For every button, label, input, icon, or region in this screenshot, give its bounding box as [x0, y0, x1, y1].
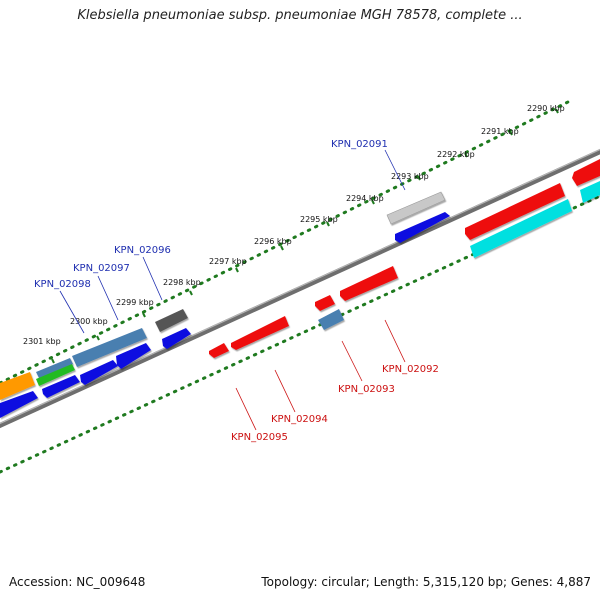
gene-label: KPN_02095: [231, 432, 288, 443]
feature-gene: [0, 372, 35, 400]
feature-gene: [318, 309, 344, 330]
tick-label: 2291 kbp: [481, 127, 519, 136]
feature-gene: [155, 309, 188, 332]
tick-label: 2297 kbp: [209, 257, 247, 266]
feature-gene: [231, 316, 289, 350]
page-title: Klebsiella pneumoniae subsp. pneumoniae …: [77, 8, 523, 23]
tick-label: 2292 kbp: [437, 150, 475, 159]
feature-gene: [340, 266, 398, 301]
major-tick: [464, 152, 468, 158]
major-tick: [235, 267, 239, 273]
feature-gene: [386, 191, 446, 225]
feature-gene: [470, 199, 572, 258]
gene-label: KPN_02094: [271, 414, 328, 425]
gene-label: KPN_02093: [338, 384, 395, 395]
genome-summary-text: Topology: circular; Length: 5,315,120 bp…: [261, 575, 591, 589]
major-tick: [280, 245, 284, 251]
major-ticks: [51, 108, 559, 364]
backbone: [0, 148, 600, 429]
tick-label: 2290 kbp: [527, 104, 565, 113]
major-tick: [326, 221, 330, 227]
feature-gene: [42, 375, 80, 398]
gene-label: KPN_02091: [331, 139, 388, 150]
feature-gene: [36, 358, 73, 378]
feature-gene: [395, 212, 450, 243]
feature-gene: [209, 343, 229, 358]
label-leaders: [59, 149, 406, 431]
feature-gene: [162, 328, 191, 349]
feature-gene: [0, 391, 38, 418]
tick-label: 2295 kbp: [300, 215, 338, 224]
tick-label: 2294 kbp: [346, 194, 384, 203]
reverse-features: [209, 159, 600, 358]
feature-gene: [80, 360, 118, 385]
major-tick: [142, 312, 146, 318]
tick-label: 2299 kbp: [116, 298, 154, 307]
tick-label: 2296 kbp: [254, 237, 292, 246]
gene-labels: KPN_02091 KPN_02096 KPN_02097 KPN_02098 …: [34, 139, 439, 443]
feature-gene: [72, 328, 147, 367]
gene-label: KPN_02098: [34, 279, 91, 290]
feature-gene: [36, 364, 75, 386]
tick-label: 2293 kbp: [391, 172, 429, 181]
feature-gene: [572, 159, 600, 186]
gene-label: KPN_02092: [382, 364, 439, 375]
tick-label: 2298 kbp: [163, 278, 201, 287]
major-tick: [189, 290, 193, 296]
gene-label: KPN_02096: [114, 245, 171, 256]
feature-gene: [315, 295, 335, 311]
feature-gene: [465, 183, 565, 240]
gene-label: KPN_02097: [73, 263, 130, 274]
accession-text: Accession: NC_009648: [9, 575, 146, 589]
major-tick: [371, 199, 375, 205]
inner-tick-track: [0, 194, 600, 474]
tick-label: 2301 kbp: [23, 337, 61, 346]
major-tick: [417, 175, 421, 181]
forward-features: [0, 191, 450, 418]
major-tick: [96, 335, 100, 341]
major-tick: [555, 108, 559, 114]
major-tick: [509, 130, 513, 136]
tick-label: 2300 kbp: [70, 317, 108, 326]
outer-tick-track: [0, 99, 572, 385]
feature-gene: [116, 343, 151, 369]
feature-gene: [580, 181, 600, 203]
tick-labels: 2290 kbp 2291 kbp 2292 kbp 2293 kbp 2294…: [23, 104, 565, 346]
major-tick: [51, 358, 55, 364]
